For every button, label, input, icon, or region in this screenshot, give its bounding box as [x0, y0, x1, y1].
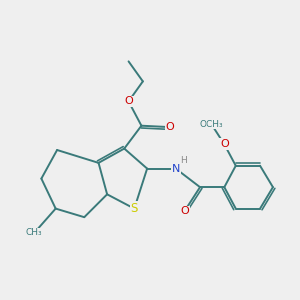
Text: O: O: [124, 96, 133, 106]
Text: O: O: [220, 139, 229, 149]
Text: H: H: [180, 156, 187, 165]
Text: S: S: [130, 202, 138, 215]
Text: N: N: [172, 164, 180, 174]
Text: O: O: [166, 122, 174, 132]
Text: O: O: [180, 206, 189, 217]
Text: CH₃: CH₃: [26, 228, 43, 237]
Text: OCH₃: OCH₃: [200, 120, 223, 129]
